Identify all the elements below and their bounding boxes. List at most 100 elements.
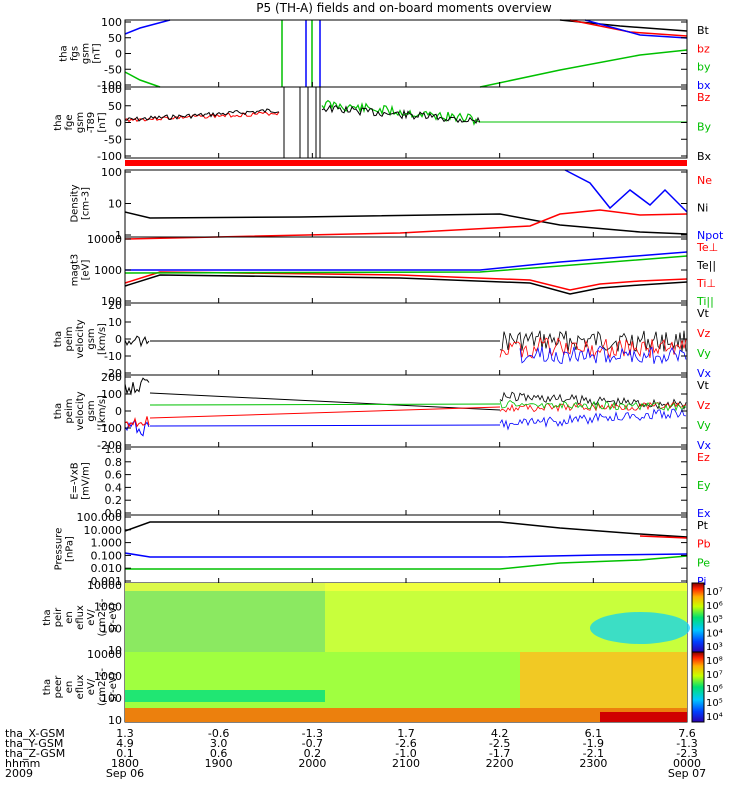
- ylabel-line: peim: [64, 326, 75, 351]
- ephemeris-value: 7.6: [678, 727, 696, 740]
- ytick-label: 0.4: [105, 481, 123, 494]
- ylabel-line: velocity: [75, 391, 86, 430]
- ytick-label: 10.000: [84, 524, 123, 537]
- ylabel-line: magt3: [70, 254, 81, 287]
- colorbar-label: 10⁸: [706, 656, 723, 667]
- colorbar-label: 10⁵: [706, 698, 723, 709]
- colorbar-2: [691, 651, 705, 723]
- legend-bx: bx: [697, 79, 711, 92]
- peir-spectrogram-early: [125, 583, 325, 652]
- legend-bx: Bx: [697, 150, 712, 163]
- vel2-vz-noise: [499, 401, 687, 413]
- ylabel-line: [mV/m]: [81, 462, 92, 500]
- ylabel-line: tha: [42, 609, 53, 625]
- density-ne-trace: [124, 209, 688, 240]
- vel-vt-noise: [499, 330, 687, 352]
- legend-ne: Ne: [697, 174, 712, 187]
- legend-vt: Vt: [697, 307, 710, 320]
- colorbar-1: [691, 582, 705, 653]
- date-start-label: Sep 06: [106, 767, 144, 780]
- vel-vx-noise: [519, 345, 687, 365]
- ytick-label: -50: [104, 133, 122, 146]
- ytick-label: 10000: [87, 233, 122, 246]
- ephemeris-value: 1.3: [116, 727, 134, 740]
- ytick-label: 10: [108, 644, 122, 657]
- ylabel-line: Pressure: [54, 528, 65, 571]
- legend-vx: Vx: [697, 367, 712, 380]
- ephemeris-value: 0.6: [210, 747, 228, 760]
- ytick-label: 10000: [87, 648, 122, 661]
- ephemeris-value: -1.3: [676, 737, 697, 750]
- legend-bz: Bz: [697, 91, 711, 104]
- peer-spectrogram-peak: [600, 712, 687, 722]
- pressure-pi-trace: [124, 552, 688, 558]
- ephemeris-value: -2.6: [395, 737, 416, 750]
- ylabel-line: gsm: [86, 400, 97, 421]
- ylabel-line: (cm2-s-: [97, 668, 108, 706]
- vel-vz-noise: [499, 336, 687, 360]
- pressure-pt-trace: [124, 521, 688, 538]
- panel-frame-fgs: [124, 19, 688, 88]
- ytick-label: 0.0: [105, 507, 123, 520]
- ytick-label: 1000: [94, 601, 122, 614]
- colorbar-label: 10⁴: [706, 712, 723, 723]
- ytick-label: 0: [115, 405, 122, 418]
- ephemeris-value: -1.7: [489, 747, 510, 760]
- ylabel-line: tha: [53, 331, 64, 347]
- legend-ni: Ni: [697, 202, 708, 215]
- vel2-vy-noise: [499, 399, 687, 412]
- ytick-label: -200: [97, 439, 122, 452]
- ytick-label: 0.2: [105, 494, 123, 507]
- temp-ti-trace: [125, 251, 688, 271]
- panel-frame-peim_gsm: [124, 302, 688, 376]
- ylabel-line: -T89: [86, 112, 97, 134]
- vel2-vx-left: [124, 419, 150, 437]
- legend-te: Te⊥: [696, 241, 718, 254]
- peer-spectrogram-band: [125, 690, 325, 702]
- legend-by: By: [697, 121, 712, 134]
- ytick-label: 0.010: [91, 562, 123, 575]
- ytick-label: -20: [104, 367, 122, 380]
- ylabel-line: gsm: [75, 112, 86, 133]
- legend-ti: Ti⊥: [696, 277, 716, 290]
- legend-pb: Pb: [697, 538, 711, 551]
- colorbar-label: 10⁴: [706, 628, 723, 639]
- legend-pi: Pi: [697, 575, 706, 588]
- ytick-label: 0: [115, 333, 122, 346]
- legend-ex: Ex: [697, 507, 711, 520]
- ephemeris-value: 4.9: [116, 737, 134, 750]
- vel2-vt-trace: [149, 392, 501, 411]
- ephemeris-value: 2300: [579, 757, 607, 770]
- ytick-label: 10000: [87, 579, 122, 592]
- ytick-label: 1000: [94, 670, 122, 683]
- ylabel-line: tha: [53, 403, 64, 419]
- ytick-label: 1.000: [91, 537, 123, 550]
- ylabel-line: gsm: [81, 43, 92, 64]
- ytick-label: -100: [97, 422, 122, 435]
- legend-vz: Vz: [697, 399, 711, 412]
- vel2-vx-trace: [149, 424, 501, 427]
- fgs-by-trace: [124, 71, 161, 88]
- ephemeris-value: 1800: [111, 757, 139, 770]
- colorbar-label: 10⁷: [706, 587, 723, 598]
- pressure-pb-trace: [639, 535, 688, 539]
- vel2-vx-noise: [499, 408, 687, 431]
- peer-spectrogram-hot: [520, 652, 687, 708]
- ephemeris-value: -1.9: [583, 737, 604, 750]
- ylabel-line: tha: [59, 45, 70, 61]
- ylabel-line: fge: [64, 114, 75, 130]
- ylabel-line: Density: [70, 184, 81, 222]
- ylabel-line: tha: [42, 679, 53, 695]
- panel-frame-pressure: [124, 514, 688, 584]
- ytick-label: 100: [101, 295, 122, 308]
- ylabel-line: eflux: [75, 605, 86, 630]
- peer-spectrogram-low: [125, 708, 687, 722]
- ytick-label: 10: [108, 316, 122, 329]
- ylabel-line: [nT]: [92, 43, 103, 63]
- legend-ey: Ey: [697, 479, 711, 492]
- ephemeris-label: hhmm: [5, 757, 40, 770]
- ephemeris-value: -2.5: [489, 737, 510, 750]
- ephemeris-value: -1.3: [302, 727, 323, 740]
- legend-ti: Ti||: [696, 295, 714, 308]
- vel2-vy-trace: [149, 403, 501, 406]
